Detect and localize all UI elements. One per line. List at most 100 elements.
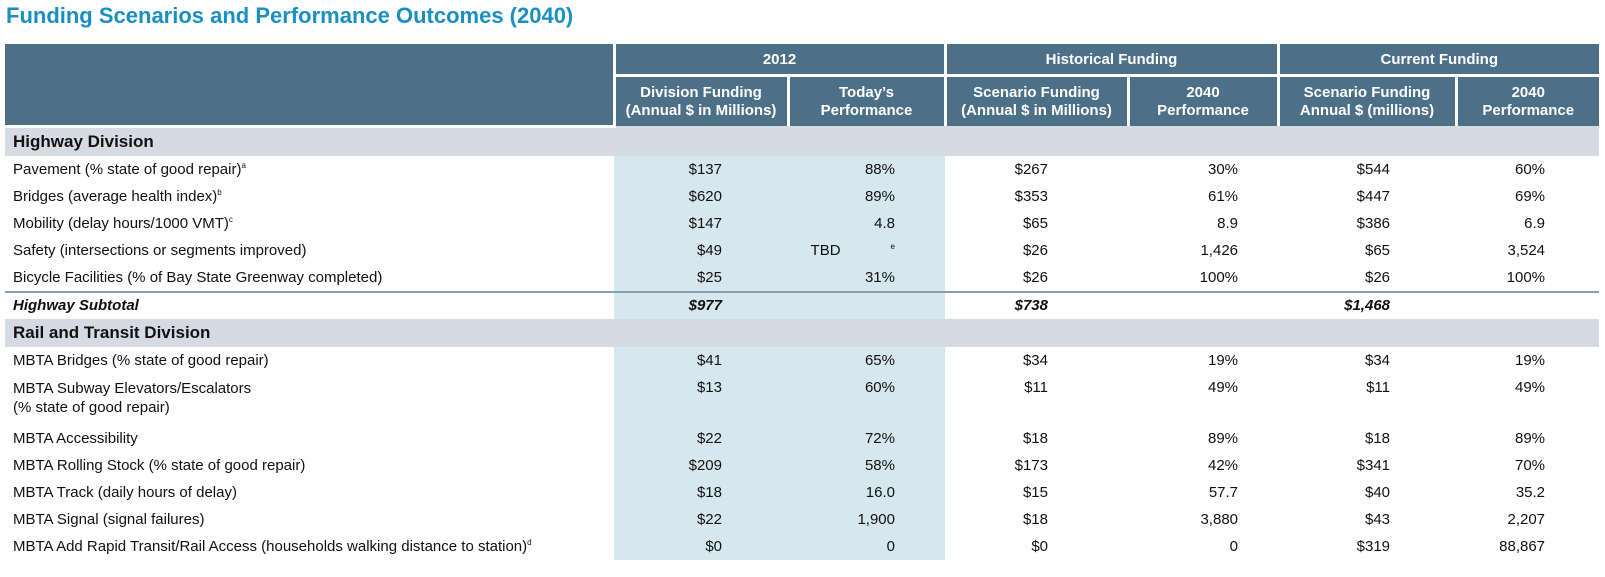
cell-current-performance: 35.2 [1515,483,1546,501]
cell-historical-performance: 0 [1229,537,1239,555]
group-header-current: Current Funding [1276,44,1600,77]
section-row-highway: Highway Division [5,126,1600,156]
table-row: Safety (intersections or segments improv… [5,236,1599,264]
cell-todays-performance: TBD e [788,236,945,264]
cell-division-funding: $22 [614,505,788,533]
cell-current-performance: 49% [1515,378,1546,396]
cell-historical-performance [1128,290,1279,319]
cell-current-funding: $11 [1366,378,1391,396]
cell-historical-funding: $18 [1022,429,1048,447]
cell-division-funding: $13 [614,373,788,425]
table-row: Bicycle Facilities (% of Bay State Green… [5,263,1599,292]
table-row: MBTA Track (daily hours of delay) $18 16… [5,478,1599,506]
cell-current-performance: 19% [1515,351,1546,369]
group-header-2012: 2012 [612,44,945,77]
page-title: Funding Scenarios and Performance Outcom… [6,3,574,28]
column-header-current-2040-performance: 2040 Performance [1454,75,1600,126]
cell-current-performance: 100% [1506,268,1546,286]
cell-division-funding: $49 [614,236,788,264]
footnote-marker: b [217,187,222,197]
cell-historical-funding: $353 [1014,187,1048,205]
cell-historical-funding: $0 [1031,537,1048,555]
cell-current-funding: $386 [1356,214,1391,232]
cell-current-performance: 6.9 [1524,214,1546,232]
row-label: Bridges (average health index)b [13,187,222,205]
cell-historical-performance: 89% [1207,429,1239,447]
cell-historical-performance: 42% [1207,456,1239,474]
table-row: MBTA Accessibility $22 72% $18 89% $18 8… [5,424,1599,452]
cell-todays-performance: 58% [788,451,945,479]
cell-current-performance: 88,867 [1499,537,1546,555]
cell-historical-performance: 49% [1207,378,1239,396]
cell-todays-performance: 16.0 [788,478,945,506]
cell-current-funding: $319 [1356,537,1391,555]
cell-division-funding: $0 [614,532,788,560]
table-row: Pavement (% state of good repair)a $137 … [5,155,1599,183]
cell-division-funding: $147 [614,209,788,237]
cell-division-funding: $25 [614,263,788,292]
cell-current-performance: 89% [1515,429,1546,447]
cell-division-funding: $209 [614,451,788,479]
footnote-marker: d [527,537,532,547]
table-row: Mobility (delay hours/1000 VMT)c $147 4.… [5,209,1599,237]
cell-current-funding: $34 [1364,351,1391,369]
row-label: MBTA Bridges (% state of good repair) [13,351,269,369]
cell-historical-funding: $26 [1022,241,1048,259]
header-blank [5,44,614,128]
cell-current-performance: 3,524 [1507,241,1546,259]
row-label: MBTA Signal (signal failures) [13,510,205,528]
cell-current-performance: 69% [1515,187,1546,205]
cell-current-funding: $447 [1356,187,1391,205]
cell-historical-funding: $267 [1014,160,1048,178]
cell-historical-funding: $65 [1022,214,1048,232]
table-row: MBTA Signal (signal failures) $22 1,900 … [5,505,1599,533]
row-label: Bicycle Facilities (% of Bay State Green… [13,268,383,286]
funding-table: 2012 Historical Funding Current Funding … [5,44,1600,560]
row-label: MBTA Accessibility [13,429,138,447]
table-row: MBTA Rolling Stock (% state of good repa… [5,451,1599,479]
cell-current-funding: $65 [1364,241,1391,259]
cell-division-funding: $620 [614,182,788,210]
footnote-marker: e [890,241,895,251]
cell-todays-performance: 65% [788,346,945,374]
cell-current-performance: 60% [1515,160,1546,178]
cell-current-funding: $18 [1364,429,1391,447]
row-label: Mobility (delay hours/1000 VMT)c [13,214,233,232]
cell-historical-funding: $173 [1014,456,1048,474]
cell-todays-performance [788,290,945,319]
cell-todays-performance: 60% [788,373,945,425]
cell-current-performance: 2,207 [1507,510,1546,528]
cell-current-funding: $40 [1364,483,1391,501]
row-label: MBTA Rolling Stock (% state of good repa… [13,456,306,474]
table-header: 2012 Historical Funding Current Funding … [5,44,1600,128]
table-row: Bridges (average health index)b $620 89%… [5,182,1599,210]
cell-todays-performance: 72% [788,424,945,452]
column-header-current-scenario-funding: Scenario Funding Annual $ (millions) [1276,75,1457,126]
cell-historical-performance: 3,880 [1200,510,1239,528]
cell-todays-performance: 31% [788,263,945,292]
footnote-marker: c [228,214,233,224]
row-label: MBTA Add Rapid Transit/Rail Access (hous… [13,537,532,555]
footnote-marker: a [241,160,246,170]
cell-current-funding: $26 [1364,268,1391,286]
cell-historical-performance: 8.9 [1217,214,1239,232]
cell-historical-funding: $18 [1022,510,1048,528]
cell-historical-performance: 57.7 [1208,483,1239,501]
cell-historical-performance: 61% [1207,187,1239,205]
row-label: MBTA Track (daily hours of delay) [13,483,237,501]
group-header-historical: Historical Funding [943,44,1279,77]
cell-division-funding: $18 [614,478,788,506]
cell-historical-funding: $26 [1022,268,1048,286]
row-label: MBTA Subway Elevators/Escalators (% state… [13,379,252,416]
cell-todays-performance: 0 [788,532,945,560]
cell-current-performance: 70% [1515,456,1546,474]
cell-todays-performance: 88% [788,155,945,183]
row-label: Safety (intersections or segments improv… [13,241,307,259]
cell-todays-performance: 89% [788,182,945,210]
cell-historical-performance: 100% [1199,268,1239,286]
table-row: MBTA Bridges (% state of good repair) $4… [5,346,1599,374]
column-header-todays-performance: Today’s Performance [786,75,945,126]
cell-division-funding: $137 [614,155,788,183]
cell-historical-funding: $11 [1024,378,1048,396]
column-header-historical-scenario-funding: Scenario Funding (Annual $ in Millions) [943,75,1128,126]
